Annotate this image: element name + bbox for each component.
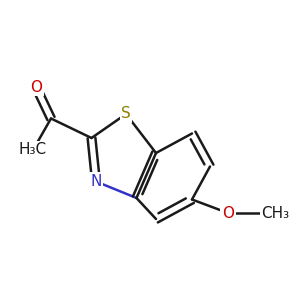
Text: S: S xyxy=(121,106,131,122)
Text: H₃C: H₃C xyxy=(19,142,47,158)
Text: CH₃: CH₃ xyxy=(261,206,289,220)
Text: O: O xyxy=(222,206,234,220)
Text: O: O xyxy=(30,80,42,94)
Text: N: N xyxy=(90,174,102,189)
